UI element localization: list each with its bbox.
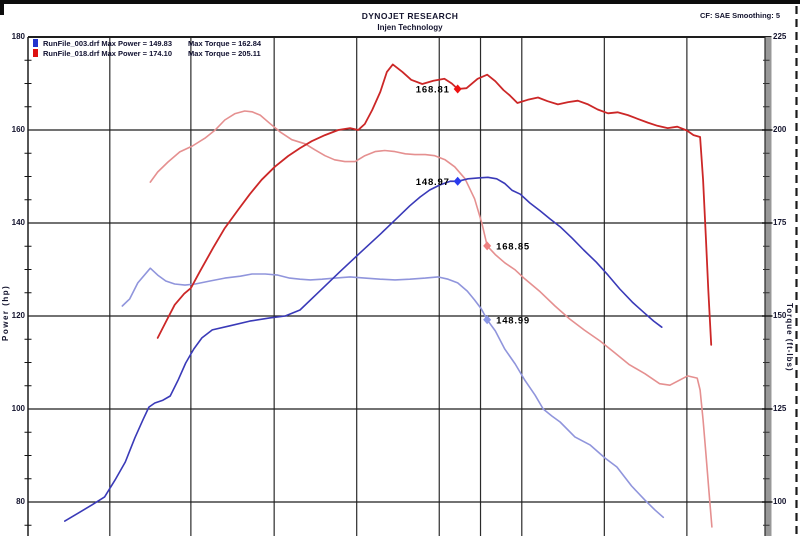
page-title: DYNOJET RESEARCH bbox=[361, 11, 459, 21]
corner-notch bbox=[0, 0, 4, 15]
cursor-marker-diamond bbox=[483, 315, 492, 325]
legend-run-018-torque-text: Max Torque = 205.11 bbox=[188, 48, 261, 58]
curve-runfile_003-torque bbox=[121, 267, 665, 519]
curve-runfile_018-power bbox=[156, 63, 713, 346]
torque-tick-label: 100 bbox=[773, 496, 787, 506]
power-tick-label: 80 bbox=[16, 496, 25, 506]
power-tick-label: 140 bbox=[11, 217, 25, 227]
torque-tick-label: 200 bbox=[773, 124, 787, 134]
legend-swatch-blue bbox=[33, 39, 38, 47]
curve-runfile_003-power bbox=[64, 176, 663, 522]
power-tick-label: 160 bbox=[11, 124, 25, 134]
power-tick-label: 180 bbox=[11, 31, 25, 41]
power-tick-label: 120 bbox=[11, 310, 25, 320]
right-axis-bar bbox=[765, 37, 772, 536]
curve-runfile_018-torque bbox=[149, 110, 713, 528]
torque-tick-label: 175 bbox=[773, 217, 787, 227]
cursor-marker-diamond bbox=[453, 176, 462, 186]
cursor-marker-diamond bbox=[483, 241, 492, 251]
correction-smoothing-info: CF: SAE Smoothing: 5 bbox=[700, 11, 780, 20]
torque-tick-label: 225 bbox=[773, 31, 787, 41]
legend-run-003-torque-text: Max Torque = 162.84 bbox=[188, 38, 262, 48]
cursor-marker-label: 148.97 bbox=[416, 177, 450, 188]
torque-axis-title: Torque (ft-lbs) bbox=[785, 302, 794, 372]
torque-tick-label: 150 bbox=[773, 310, 787, 320]
legend-run-003: RunFile_003.drf Max Power = 149.83 Max T… bbox=[33, 38, 261, 48]
power-tick-label: 100 bbox=[11, 403, 25, 413]
legend: RunFile_003.drf Max Power = 149.83 Max T… bbox=[33, 38, 261, 58]
legend-swatch-red bbox=[33, 49, 38, 57]
legend-run-018: RunFile_018.drf Max Power = 174.10 Max T… bbox=[33, 48, 261, 58]
torque-tick-label: 125 bbox=[773, 403, 787, 413]
legend-run-003-power-text: RunFile_003.drf Max Power = 149.83 bbox=[43, 38, 173, 48]
cursor-marker-label: 168.81 bbox=[416, 85, 450, 96]
page-subtitle: Injen Technology bbox=[377, 23, 443, 32]
cursor-marker-label: 168.85 bbox=[496, 241, 530, 252]
top-border-strip bbox=[0, 0, 800, 4]
legend-run-018-power-text: RunFile_018.drf Max Power = 174.10 bbox=[43, 48, 173, 58]
cursor-marker-diamond bbox=[453, 84, 462, 94]
cursor-marker-label: 148.99 bbox=[496, 315, 530, 326]
